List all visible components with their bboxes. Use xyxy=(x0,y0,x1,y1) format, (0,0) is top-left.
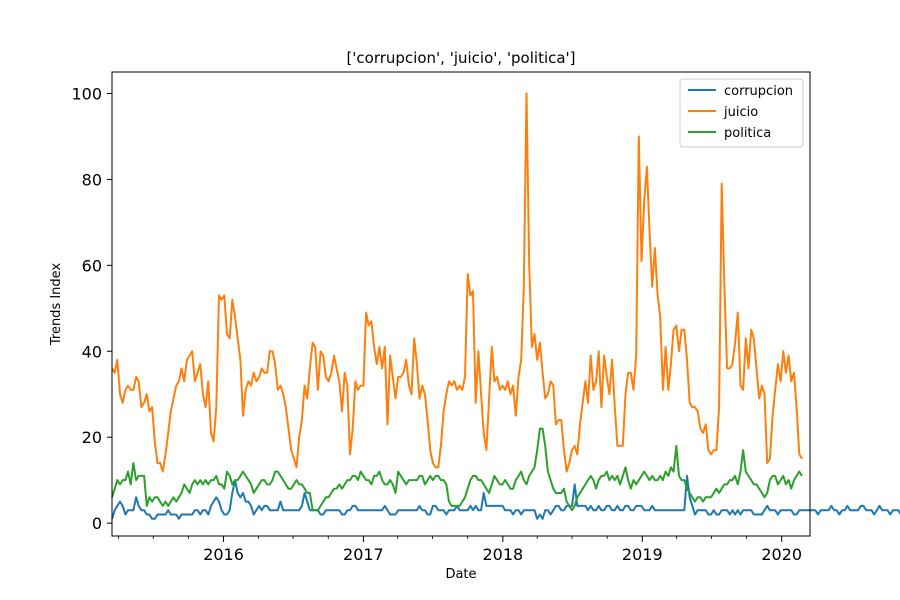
legend-frame xyxy=(679,78,804,148)
y-tick-label: 20 xyxy=(82,428,102,447)
x-tick-label: 2020 xyxy=(761,545,802,564)
series-line-juicio xyxy=(111,92,803,473)
x-axis-label: Date xyxy=(445,567,476,582)
y-tick-label: 60 xyxy=(82,256,102,275)
x-tick-label: 2018 xyxy=(482,545,523,564)
y-axis: 0 20 40 60 80 100 xyxy=(71,84,112,533)
y-tick-label: 0 xyxy=(92,514,102,533)
y-tick-label: 100 xyxy=(71,84,102,103)
legend-label-juicio: juicio xyxy=(723,105,758,120)
legend: corrupcion juicio politica xyxy=(679,78,804,148)
plot-area xyxy=(111,92,900,520)
x-tick-label: 2016 xyxy=(203,545,244,564)
plot-frame xyxy=(111,71,811,537)
x-axis: 2016 2017 2018 2019 2020 xyxy=(118,536,802,564)
legend-label-politica: politica xyxy=(724,126,771,141)
x-tick-label: 2017 xyxy=(343,545,384,564)
y-tick-label: 40 xyxy=(82,342,102,361)
chart-title: ['corrupcion', 'juicio', 'politica'] xyxy=(346,49,575,67)
series-line-corrupcion xyxy=(111,474,900,520)
y-axis-label: Trends Index xyxy=(49,263,64,347)
series-line-politica xyxy=(111,427,803,512)
y-tick-label: 80 xyxy=(82,170,102,189)
legend-label-corrupcion: corrupcion xyxy=(724,84,793,99)
x-tick-label: 2019 xyxy=(622,545,663,564)
